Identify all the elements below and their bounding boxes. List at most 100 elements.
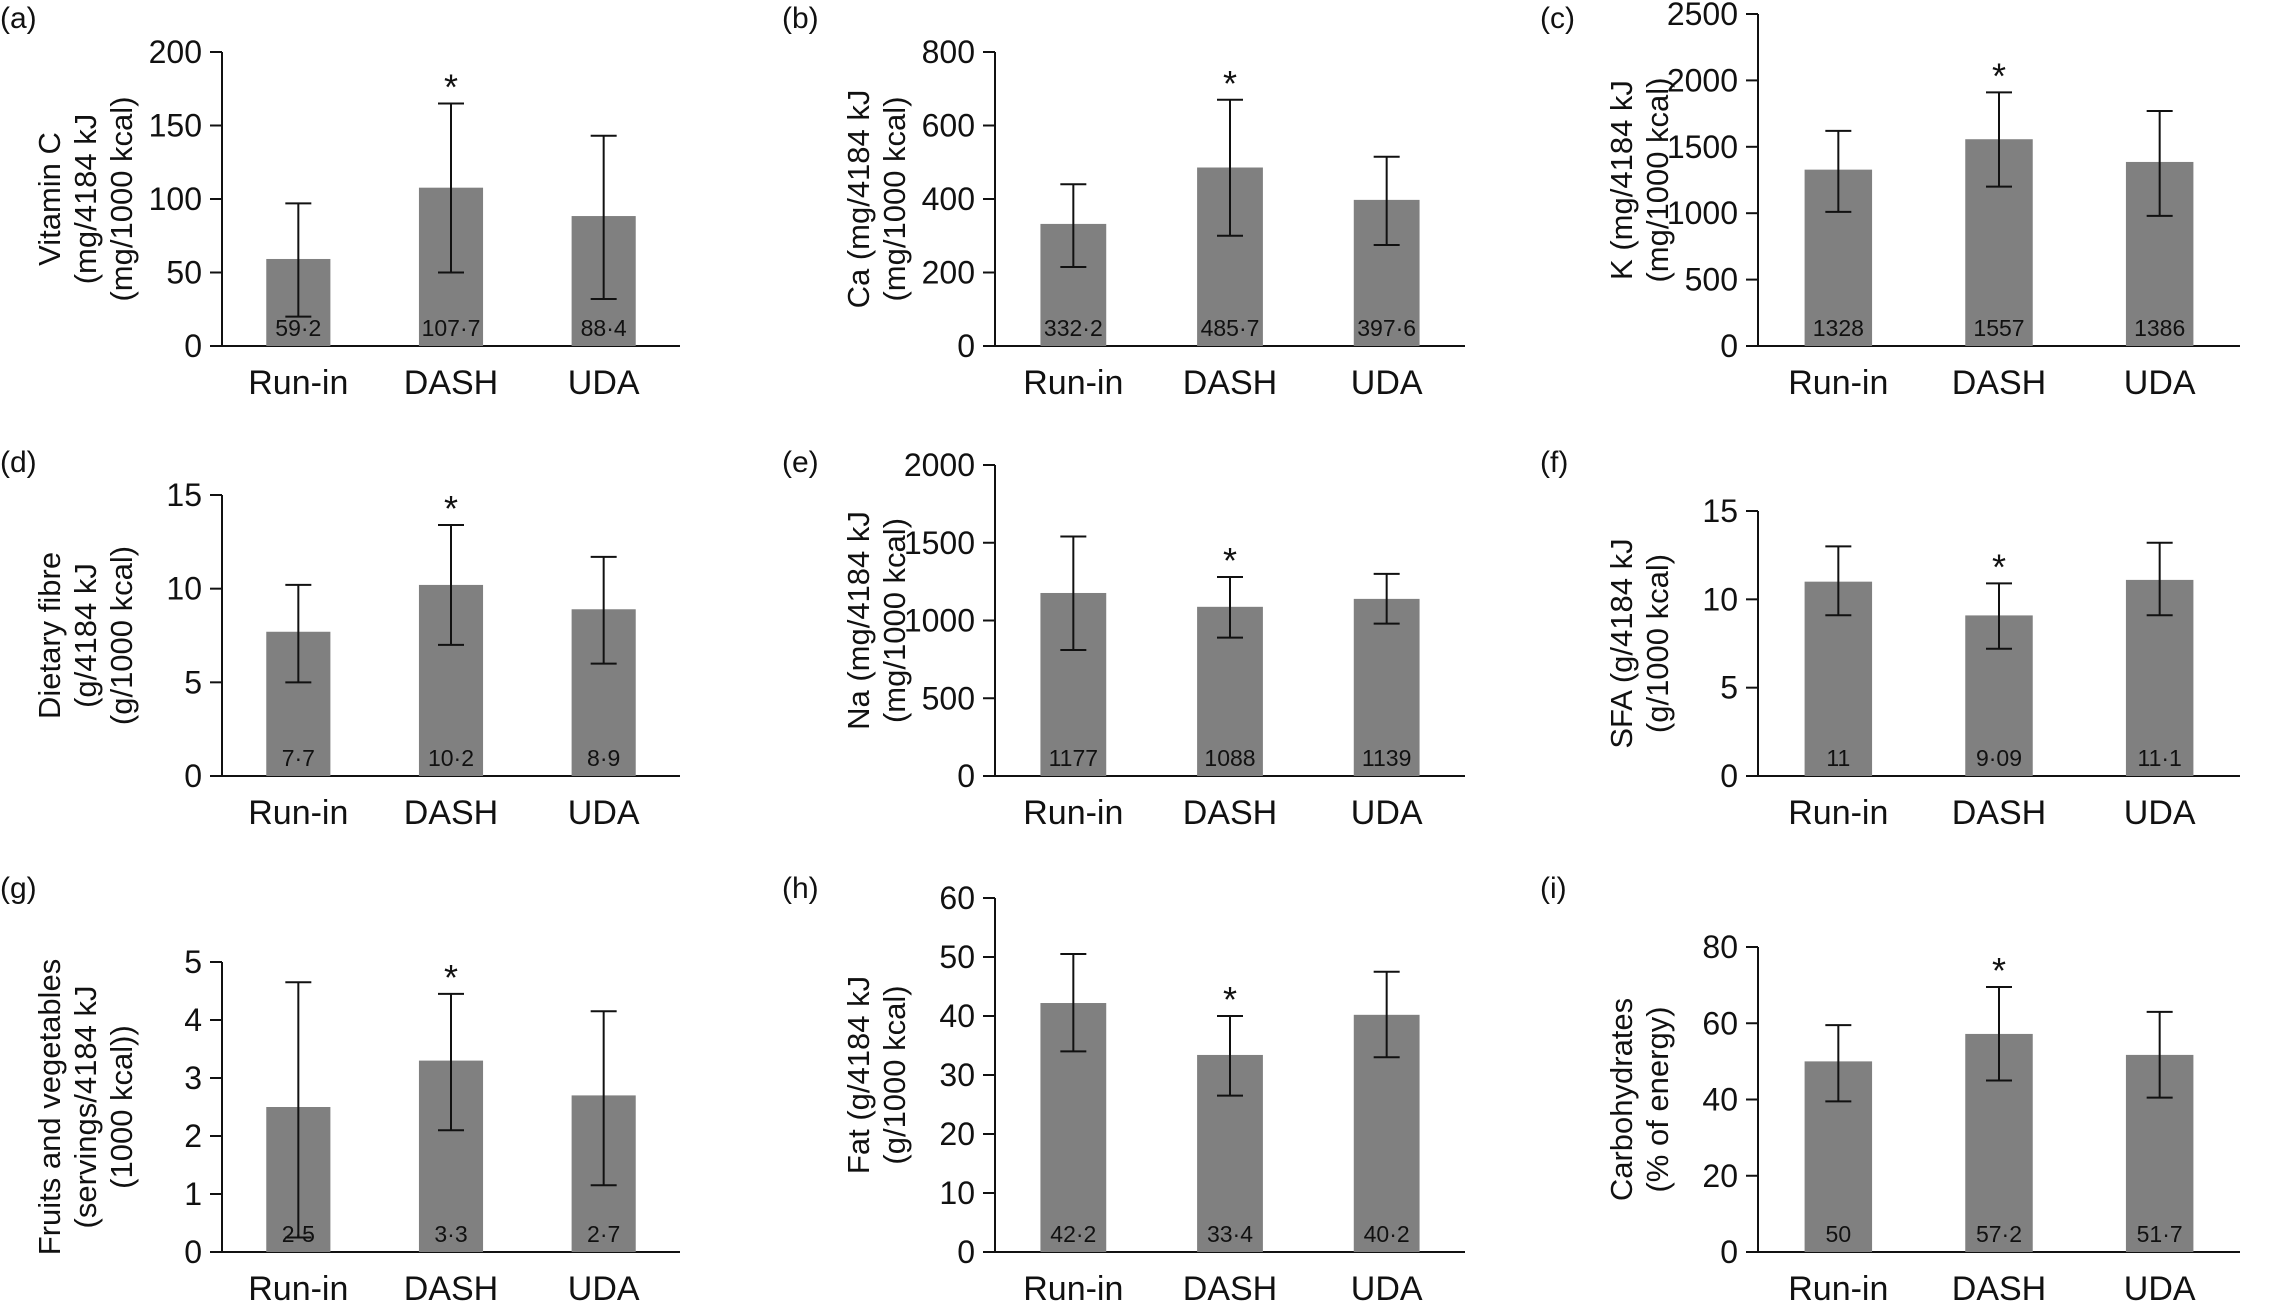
chart-3-category-label-2: DASH — [1952, 364, 2046, 402]
chart-7-category-label-3: UDA — [568, 1270, 640, 1306]
chart-2-ytick-label: 0 — [957, 328, 975, 364]
chart-4-ylabel-line: (g/4184 kJ — [68, 563, 103, 708]
chart-8-ytick-label: 40 — [939, 998, 975, 1034]
chart-2-value-label-1: 332·2 — [1044, 315, 1103, 341]
chart-5-category-label-3: UDA — [1351, 794, 1423, 832]
chart-3-category-label-3: UDA — [2124, 364, 2196, 402]
chart-5-significance-star: * — [1223, 540, 1237, 581]
chart-3-ylabel-line: K (mg/4184 kJ — [1604, 80, 1639, 280]
chart-6-ytick-label: 0 — [1720, 758, 1738, 794]
chart-1-ylabel-line: (mg/1000 kcal) — [104, 96, 139, 301]
chart-8-ytick-label: 60 — [939, 880, 975, 916]
chart-8-value-label-1: 42·2 — [1050, 1221, 1096, 1247]
chart-8-panel-letter: (h) — [782, 872, 819, 905]
chart-1-category-label-1: Run-in — [248, 364, 348, 402]
chart-4-ytick-label: 5 — [184, 664, 202, 700]
chart-3-ytick-label: 2000 — [1667, 62, 1738, 98]
chart-2-panel-letter: (b) — [782, 2, 819, 35]
chart-8-category-label-3: UDA — [1351, 1270, 1423, 1306]
chart-3-value-label-3: 1386 — [2134, 315, 2185, 341]
chart-3-significance-star: * — [1992, 55, 2006, 96]
chart-4-panel-letter: (d) — [0, 446, 37, 479]
chart-4-value-label-2: 10·2 — [428, 745, 474, 771]
chart-8-ytick-label: 0 — [957, 1234, 975, 1270]
chart-7-ytick-label: 5 — [184, 944, 202, 980]
chart-9-ylabel-line: (% of energy) — [1640, 1006, 1675, 1192]
chart-6-significance-star: * — [1992, 546, 2006, 587]
chart-7-ytick-label: 3 — [184, 1060, 202, 1096]
chart-6-value-label-3: 11·1 — [2138, 745, 2182, 771]
chart-6-category-label-3: UDA — [2124, 794, 2196, 832]
chart-4-category-label-2: DASH — [404, 794, 498, 832]
chart-7-category-label-2: DASH — [404, 1270, 498, 1306]
chart-9-ytick-label: 0 — [1720, 1234, 1738, 1270]
chart-6-ylabel-line: (g/1000 kcal) — [1640, 554, 1675, 733]
chart-9-value-label-3: 51·7 — [2137, 1221, 2183, 1247]
chart-5-value-label-2: 1088 — [1204, 745, 1255, 771]
chart-8-value-label-3: 40·2 — [1364, 1221, 1410, 1247]
chart-2-significance-star: * — [1223, 63, 1237, 104]
chart-3-ytick-label: 1000 — [1667, 195, 1738, 231]
chart-8-ytick-label: 30 — [939, 1057, 975, 1093]
chart-4-ytick-label: 10 — [166, 571, 202, 607]
chart-2-category-label-1: Run-in — [1023, 364, 1123, 402]
chart-8-value-label-2: 33·4 — [1207, 1221, 1253, 1247]
chart-3-value-label-2: 1557 — [1973, 315, 2024, 341]
chart-1-category-label-2: DASH — [404, 364, 498, 402]
chart-7-ytick-label: 4 — [184, 1002, 202, 1038]
chart-7-ytick-label: 2 — [184, 1118, 202, 1154]
chart-9: (i) Carbohydrates (% of energy) 0 20 40 60 80 50… — [1540, 872, 2240, 1306]
chart-2-value-label-3: 397·6 — [1357, 315, 1416, 341]
chart-6-panel-letter: (f) — [1540, 446, 1568, 479]
chart-5-ytick-label: 2000 — [904, 447, 975, 483]
chart-2-ylabel-line: (mg/1000 kcal) — [877, 96, 912, 301]
chart-5-category-label-1: Run-in — [1023, 794, 1123, 832]
chart-6-category-label-2: DASH — [1952, 794, 2046, 832]
chart-3: (c) K (mg/4184 kJ (mg/1000 kcal) 0 500 1000 15… — [1540, 0, 2240, 402]
chart-5-ylabel-line: Na (mg/4184 kJ — [841, 511, 876, 730]
chart-7-ylabel-line: Fruits and vegetables — [32, 959, 67, 1255]
chart-8-category-label-2: DASH — [1183, 1270, 1277, 1306]
chart-1: (a) Vitamin C (mg/4184 kJ (mg/1000 kcal) 0 50… — [0, 2, 680, 402]
chart-5-value-label-1: 1177 — [1049, 745, 1098, 771]
chart-2-category-label-2: DASH — [1183, 364, 1277, 402]
chart-6-ytick-label: 10 — [1702, 581, 1738, 617]
chart-7: (g) Fruits and vegetables (servings/4184 k… — [0, 872, 680, 1306]
chart-5-category-label-2: DASH — [1183, 794, 1277, 832]
chart-9-ylabel-line: Carbohydrates — [1604, 998, 1639, 1201]
chart-9-category-label-1: Run-in — [1788, 1270, 1888, 1306]
chart-2-ytick-label: 200 — [922, 255, 975, 291]
chart-5-bar-3 — [1353, 598, 1420, 776]
chart-1-category-label-3: UDA — [568, 364, 640, 402]
chart-4-value-label-1: 7·7 — [282, 745, 315, 771]
chart-1-ytick-label: 150 — [149, 108, 202, 144]
chart-6-ytick-label: 15 — [1702, 493, 1738, 529]
chart-2: (b) Ca (mg/4184 kJ (mg/1000 kcal) 0 200 400 60… — [782, 2, 1465, 402]
chart-3-ylabel-line: (mg/1000 kcal) — [1640, 77, 1675, 282]
chart-7-ylabel-line: (1000 kcal)) — [104, 1025, 139, 1189]
chart-7-panel-letter: (g) — [0, 872, 37, 905]
chart-1-value-label-3: 88·4 — [581, 315, 627, 341]
chart-5-ytick-label: 1000 — [904, 603, 975, 639]
chart-7-category-label-1: Run-in — [248, 1270, 348, 1306]
chart-3-panel-letter: (c) — [1540, 2, 1575, 35]
chart-9-ytick-label: 20 — [1702, 1158, 1738, 1194]
chart-1-value-label-2: 107·7 — [422, 315, 481, 341]
chart-9-ytick-label: 60 — [1702, 1005, 1738, 1041]
chart-9-panel-letter: (i) — [1540, 872, 1567, 905]
chart-4-ylabel-line: (g/1000 kcal) — [104, 546, 139, 725]
chart-2-ylabel-line: Ca (mg/4184 kJ — [841, 90, 876, 309]
chart-4-category-label-1: Run-in — [248, 794, 348, 832]
chart-6: (f) SFA (g/4184 kJ (g/1000 kcal) 0 5 10 15 11 Ru… — [1540, 446, 2240, 832]
chart-1-ytick-label: 200 — [149, 34, 202, 70]
chart-8-ylabel-line: (g/1000 kcal) — [877, 985, 912, 1164]
chart-9-ytick-label: 80 — [1702, 929, 1738, 965]
chart-4: (d) Dietary fibre (g/4184 kJ (g/1000 kcal) 0… — [0, 446, 680, 832]
chart-9-significance-star: * — [1992, 950, 2006, 991]
chart-2-ytick-label: 400 — [922, 181, 975, 217]
chart-3-value-label-1: 1328 — [1813, 315, 1864, 341]
chart-4-ylabel-line: Dietary fibre — [32, 552, 67, 719]
chart-2-category-label-3: UDA — [1351, 364, 1423, 402]
chart-8-significance-star: * — [1223, 979, 1237, 1020]
chart-1-ylabel-line: (mg/4184 kJ — [68, 114, 103, 285]
